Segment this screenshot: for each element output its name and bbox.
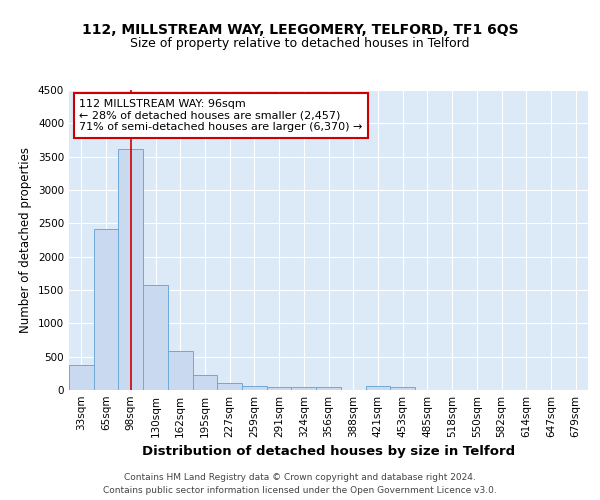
Bar (118, 148, 143, 390)
Bar (390, 387, 415, 390)
Bar (365, 386, 390, 390)
Text: Size of property relative to detached houses in Telford: Size of property relative to detached ho… (130, 38, 470, 51)
Text: 112 MILLSTREAM WAY: 96sqm
← 28% of detached houses are smaller (2,457)
71% of se: 112 MILLSTREAM WAY: 96sqm ← 28% of detac… (79, 99, 363, 132)
Bar (292, 387, 316, 390)
Bar (217, 382, 242, 390)
X-axis label: Distribution of detached houses by size in Telford: Distribution of detached houses by size … (142, 446, 515, 458)
Bar (267, 386, 292, 390)
Text: Contains HM Land Registry data © Crown copyright and database right 2024.
Contai: Contains HM Land Registry data © Crown c… (103, 473, 497, 495)
Bar (94, 228, 118, 390)
Text: 112, MILLSTREAM WAY, LEEGOMERY, TELFORD, TF1 6QS: 112, MILLSTREAM WAY, LEEGOMERY, TELFORD,… (82, 22, 518, 36)
Y-axis label: Number of detached properties: Number of detached properties (19, 147, 32, 333)
Bar (168, 352, 193, 390)
Bar (143, 284, 168, 390)
Bar (316, 387, 341, 390)
Bar (193, 374, 217, 390)
Bar (242, 386, 267, 390)
Bar (69, 366, 94, 390)
